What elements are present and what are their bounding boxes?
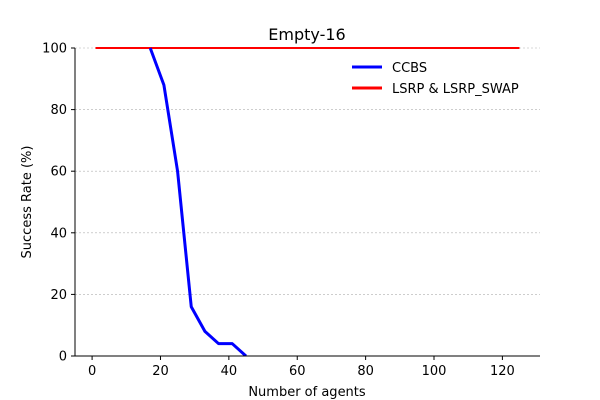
x-tick-label: 100 bbox=[422, 364, 447, 379]
x-tick-label: 120 bbox=[490, 364, 515, 379]
y-tick-label: 40 bbox=[50, 226, 67, 241]
x-tick-label: 0 bbox=[88, 364, 96, 379]
y-tick-label: 100 bbox=[42, 42, 67, 57]
legend-label: LSRP & LSRP_SWAP bbox=[392, 82, 519, 97]
ticks: 0 20 40 60 80 100 0 20 40 60 80 100 120 bbox=[42, 42, 515, 380]
x-tick-label: 40 bbox=[221, 364, 238, 379]
legend-label: CCBS bbox=[392, 61, 427, 76]
y-tick-label: 0 bbox=[59, 350, 67, 365]
chart-title: Empty-16 bbox=[268, 25, 345, 44]
x-tick-label: 20 bbox=[152, 364, 169, 379]
y-tick-label: 60 bbox=[50, 165, 67, 180]
y-axis-label: Success Rate (%) bbox=[20, 146, 35, 259]
series-line-ccbs bbox=[148, 47, 247, 356]
x-tick-label: 80 bbox=[357, 364, 374, 379]
y-tick-label: 80 bbox=[50, 103, 67, 118]
axes bbox=[74, 48, 540, 357]
series-layer bbox=[95, 47, 520, 356]
x-axis-label: Number of agents bbox=[248, 385, 366, 400]
x-tick-label: 60 bbox=[289, 364, 306, 379]
legend: CCBS LSRP & LSRP_SWAP bbox=[352, 61, 519, 97]
y-tick-label: 20 bbox=[50, 288, 67, 303]
